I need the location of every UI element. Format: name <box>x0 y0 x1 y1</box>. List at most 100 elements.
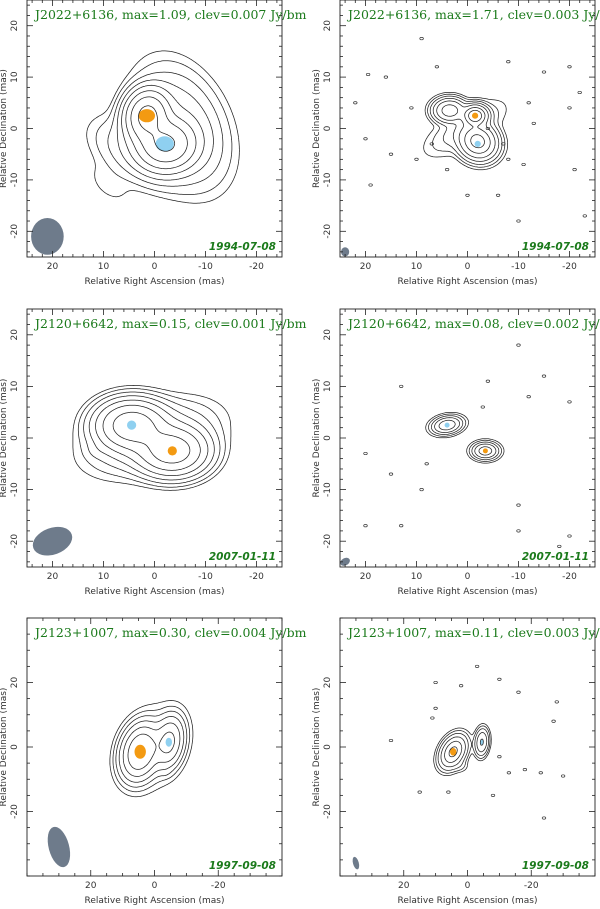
contour-level-2 <box>95 60 233 195</box>
noise-contour <box>541 374 547 378</box>
panel-6: 20 0 -20 20 0 -20 Relative Right Ascension (ma… <box>312 617 600 906</box>
noise-contour <box>567 400 572 404</box>
plot-area <box>341 37 587 257</box>
epoch-date: 1997-09-08 <box>522 860 589 872</box>
x-tick-label: 20 <box>398 881 410 891</box>
noise-contour <box>541 816 547 820</box>
noise-contour <box>567 106 572 110</box>
y-tick-label: 10 <box>323 380 333 392</box>
noise-contour <box>485 379 491 383</box>
contour-level-4 <box>434 417 497 459</box>
y-tick-label: 10 <box>323 71 333 83</box>
noise-contour <box>434 65 440 69</box>
x-axis-label: Relative Right Ascension (mas) <box>397 277 537 287</box>
x-tick-label: 0 <box>465 881 471 891</box>
noise-contour <box>490 793 496 797</box>
contour-level-4 <box>440 732 488 768</box>
panel-title: J2123+1007, max=0.30, clev=0.004 Jy/bm <box>33 625 307 640</box>
y-axis-label: Relative Declination (mas) <box>312 688 322 807</box>
noise-contour <box>433 680 438 685</box>
contour-level-6 <box>125 90 197 170</box>
contour-level-1 <box>109 700 194 798</box>
noise-contour <box>577 90 582 95</box>
noise-contour <box>474 664 480 668</box>
y-tick-label: -20 <box>10 224 20 239</box>
noise-contour <box>506 157 511 161</box>
noise-contour <box>446 790 451 794</box>
y-tick-label: 0 <box>323 435 333 441</box>
x-tick-label: -20 <box>249 572 264 582</box>
panel-title: J2022+6136, max=1.71, clev=0.003 Jy/bm <box>346 7 600 22</box>
plot-frame <box>339 308 596 568</box>
panel-1: 20 10 0 -10 -20 20 10 0 -10 -20 Relative Right Asc… <box>0 0 307 287</box>
contour-level-7 <box>468 109 485 149</box>
noise-contour <box>516 503 521 507</box>
noise-contour <box>516 219 521 223</box>
contour-level-5 <box>438 419 493 456</box>
component-orange-1 <box>138 109 155 123</box>
noise-contour <box>516 343 521 347</box>
contour-level-1 <box>425 412 505 464</box>
noise-contour <box>495 193 501 197</box>
contour-level-3 <box>429 95 503 165</box>
x-axis-label: Relative Right Ascension (mas) <box>397 587 537 597</box>
y-tick-label: -10 <box>10 172 20 187</box>
noise-contour <box>506 60 511 64</box>
noise-contour <box>388 152 394 156</box>
noise-contour <box>501 142 506 146</box>
y-tick-label: 0 <box>10 744 20 750</box>
y-axis-label: Relative Declination (mas) <box>0 379 9 498</box>
y-tick-label: 20 <box>10 20 20 32</box>
contour-level-4 <box>118 716 185 783</box>
x-tick-label: 10 <box>98 262 110 272</box>
contour-level-1 <box>433 723 492 776</box>
plot-area <box>352 664 566 870</box>
noise-contour <box>433 706 438 710</box>
beam-ellipse <box>47 826 71 868</box>
epoch-date: 1994-07-08 <box>209 241 276 253</box>
noise-contour <box>417 790 422 794</box>
x-tick-label: -10 <box>198 572 213 582</box>
contour-level-7 <box>112 411 191 464</box>
noise-contour <box>388 738 394 743</box>
x-axis-label: Relative Right Ascension (mas) <box>84 587 224 597</box>
y-tick-label: -10 <box>323 172 333 187</box>
y-tick-label: -20 <box>323 804 333 819</box>
epoch-date: 1994-07-08 <box>522 241 589 253</box>
panel-title: J2123+1007, max=0.11, clev=0.003 Jy/bm <box>346 625 600 640</box>
panel-4: 20 10 0 -10 -20 20 10 0 -10 -20 Relative Right Asc… <box>312 308 600 597</box>
plot-area <box>32 385 232 556</box>
x-tick-label: 10 <box>411 572 423 582</box>
beam-ellipse <box>341 247 350 257</box>
y-axis-label: Relative Declination (mas) <box>0 688 9 807</box>
beam-ellipse <box>352 856 360 870</box>
noise-contour <box>414 157 419 161</box>
x-tick-label: 20 <box>360 262 372 272</box>
x-axis-label: Relative Right Ascension (mas) <box>397 896 537 906</box>
noise-contour <box>560 774 566 778</box>
contour-level-6 <box>102 404 201 471</box>
contour-level-5 <box>122 722 181 777</box>
component-blue-1 <box>127 420 137 430</box>
contour-level-5 <box>444 738 484 763</box>
y-tick-label: 0 <box>323 744 333 750</box>
x-tick-label: 0 <box>465 572 471 582</box>
noise-contour <box>522 768 528 772</box>
noise-contour <box>363 137 368 141</box>
noise-contour <box>480 405 485 409</box>
noise-contour <box>497 677 502 681</box>
component-blue-2 <box>165 737 172 747</box>
x-tick-label: 20 <box>47 572 59 582</box>
noise-contour <box>399 384 404 388</box>
plot-area <box>47 700 194 868</box>
panel-2: 20 10 0 -10 -20 20 10 0 -10 -20 Relative Right Asc… <box>312 0 600 287</box>
plot-frame <box>339 0 596 258</box>
noise-contour <box>388 472 394 476</box>
noise-contour <box>429 142 434 146</box>
plot-area <box>340 343 572 566</box>
noise-contour <box>419 37 424 41</box>
noise-contour <box>572 168 577 172</box>
y-tick-label: -10 <box>323 482 333 497</box>
contour-level-5 <box>95 399 209 476</box>
x-axis-label: Relative Right Ascension (mas) <box>84 896 224 906</box>
